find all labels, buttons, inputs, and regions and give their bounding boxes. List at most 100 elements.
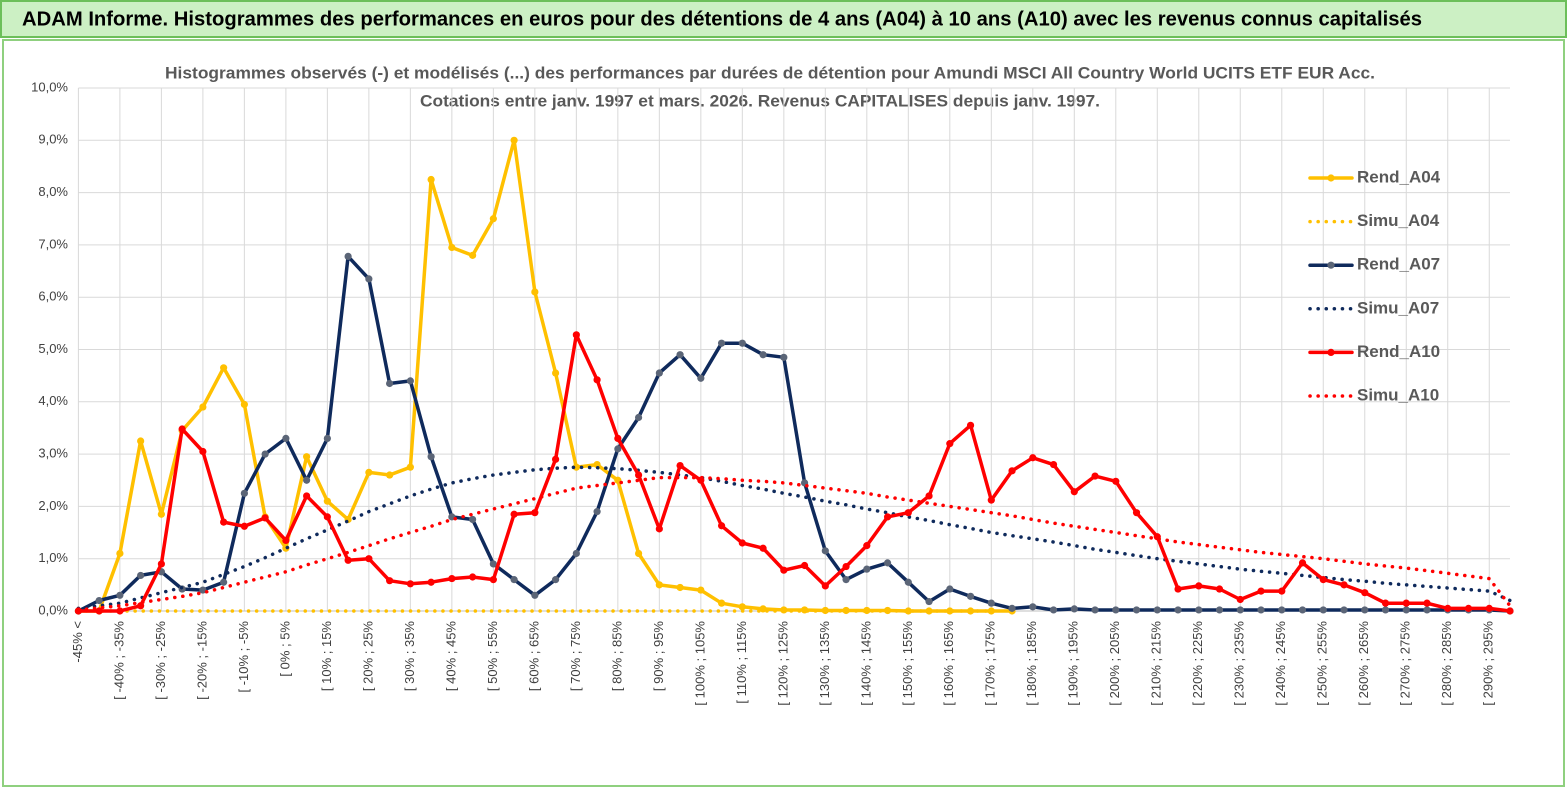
x-tick-label: [ 280% ; 285% (1439, 621, 1454, 706)
point (489, 560, 497, 568)
point (531, 509, 539, 517)
point (116, 607, 124, 615)
point (883, 513, 892, 521)
point (593, 376, 601, 384)
point (1506, 607, 1514, 615)
point (240, 522, 248, 530)
point (1423, 606, 1431, 614)
point (469, 515, 477, 524)
point (406, 463, 414, 471)
plot (74, 136, 1514, 615)
point (386, 379, 394, 388)
point (386, 577, 394, 585)
point (1008, 604, 1016, 612)
point (157, 510, 165, 518)
point (261, 514, 269, 522)
point (1423, 599, 1431, 607)
x-tick-label: [ 60% ; 65% (526, 621, 541, 692)
x-tick-label: [ 70% ; 75% (568, 621, 583, 692)
y-tick-label: 10,0% (31, 79, 68, 94)
point (220, 578, 228, 586)
point (199, 403, 207, 411)
point (1319, 606, 1327, 614)
point (759, 605, 767, 613)
point (1298, 606, 1307, 614)
point (1091, 472, 1099, 480)
point (282, 434, 290, 443)
x-tick-label: [ 170% ; 175% (983, 621, 998, 706)
x-tick-label: [ 150% ; 155% (900, 621, 915, 706)
x-tick-label: [ 250% ; 255% (1315, 621, 1330, 706)
point (1485, 604, 1493, 612)
point (220, 364, 228, 372)
x-tick-label: [ 180% ; 185% (1024, 621, 1039, 706)
point (1319, 576, 1327, 584)
legend-label: Simu_A07 (1357, 298, 1439, 317)
point (365, 275, 373, 283)
y-tick-label: 0,0% (38, 602, 68, 617)
x-tick-label: [ 220% ; 225% (1190, 621, 1205, 706)
point (1132, 509, 1141, 517)
point (344, 252, 352, 261)
point (1444, 604, 1452, 612)
point (1174, 585, 1182, 593)
x-tick-label: [ 0% ; 5% (277, 621, 292, 677)
point (240, 489, 248, 497)
x-tick-label: [ 10% ; 15% (319, 621, 334, 692)
point (1112, 477, 1120, 485)
point (863, 565, 871, 573)
point (1340, 606, 1348, 614)
point (1029, 454, 1037, 462)
point (655, 525, 663, 533)
point (1236, 606, 1244, 614)
legend-marker (1327, 174, 1335, 182)
x-tick-label: [ 120% ; 125% (775, 621, 790, 706)
x-tick-label: [ 160% ; 165% (941, 621, 956, 706)
model-line (76, 465, 1512, 611)
point (1112, 606, 1120, 614)
point (842, 576, 850, 584)
x-tick-label: [ 200% ; 205% (1107, 621, 1122, 706)
y-tick-label: 8,0% (38, 184, 68, 199)
point (386, 471, 394, 479)
point (987, 599, 995, 607)
x-tick-label: [ 20% ; 25% (360, 621, 375, 692)
point (987, 496, 995, 504)
point (634, 471, 643, 479)
point (137, 571, 145, 580)
point (800, 561, 809, 570)
point (655, 581, 663, 589)
point (427, 453, 435, 461)
point (821, 547, 829, 555)
point (676, 583, 684, 592)
point (697, 586, 705, 594)
x-tick-label: [ -20% ; -15% (194, 621, 209, 700)
data-line (76, 333, 1512, 613)
point (220, 518, 228, 526)
point (282, 536, 290, 544)
point (406, 580, 414, 588)
point (1070, 605, 1078, 613)
point (966, 421, 975, 429)
point (199, 586, 207, 594)
point (552, 576, 560, 584)
x-tick-label: [ -40% ; -35% (111, 621, 126, 700)
point (655, 369, 663, 377)
y-tick-label: 6,0% (38, 289, 68, 304)
legend-marker (1327, 348, 1335, 356)
point (1174, 606, 1182, 614)
legend-label: Rend_A04 (1357, 167, 1441, 186)
x-tick-label: [ 140% ; 145% (858, 621, 873, 706)
point (593, 460, 601, 469)
y-tick-label: 4,0% (38, 393, 68, 408)
point (1402, 606, 1410, 614)
point (1070, 488, 1078, 496)
point (261, 450, 269, 458)
point (240, 400, 248, 409)
point (1464, 604, 1473, 612)
point (1215, 585, 1224, 593)
point (116, 591, 124, 599)
x-tick-label: [ 240% ; 245% (1273, 621, 1288, 706)
point (634, 549, 643, 558)
